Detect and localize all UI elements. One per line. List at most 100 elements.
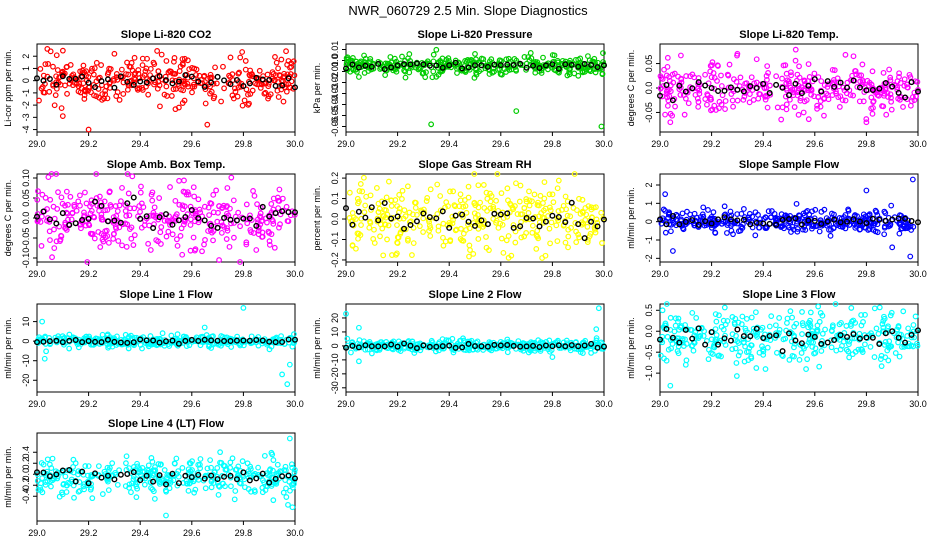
- reference-point: [394, 62, 401, 69]
- data-point: [283, 48, 289, 55]
- reference-point: [104, 76, 111, 83]
- data-point: [668, 345, 674, 352]
- data-point: [882, 210, 889, 216]
- data-point: [763, 73, 770, 79]
- reference-point: [689, 217, 696, 224]
- data-point: [483, 189, 490, 196]
- data-point: [803, 209, 809, 216]
- reference-point: [831, 83, 838, 90]
- reference-point: [104, 218, 111, 225]
- reference-point: [46, 473, 53, 480]
- outlier-point: [240, 305, 247, 311]
- y-tick-label: 0.0: [21, 212, 31, 225]
- y-tick-label: 0.4: [21, 446, 31, 459]
- reference-point: [863, 87, 870, 94]
- x-tick-label: 29.6: [183, 139, 201, 149]
- data-point: [741, 214, 748, 220]
- data-point: [259, 484, 266, 491]
- outlier-point: [289, 504, 296, 511]
- data-point: [705, 207, 711, 213]
- data-point: [46, 88, 53, 95]
- data-point: [591, 55, 598, 62]
- data-point: [172, 70, 179, 77]
- reference-point: [549, 343, 556, 350]
- data-point: [435, 223, 442, 230]
- data-point: [664, 333, 671, 340]
- reference-point: [188, 474, 195, 481]
- data-point: [512, 239, 519, 246]
- data-point: [243, 201, 250, 208]
- data-point: [776, 326, 783, 333]
- data-point: [91, 92, 97, 99]
- data-point: [115, 238, 122, 244]
- data-point: [745, 214, 752, 221]
- y-tick-label: -0.02: [330, 72, 340, 93]
- panel-3: Slope Li-820 Temp.degrees C per min. -0.0…: [626, 29, 927, 149]
- data-point: [147, 479, 154, 486]
- reference-point: [175, 480, 182, 487]
- data-point: [174, 242, 181, 249]
- data-point: [102, 88, 109, 94]
- outlier-point: [59, 113, 66, 120]
- data-point: [65, 479, 72, 486]
- data-point: [423, 198, 430, 204]
- reference-point: [811, 76, 818, 83]
- data-point: [912, 313, 919, 320]
- reference-point: [753, 85, 760, 92]
- reference-point: [766, 332, 773, 339]
- reference-point: [805, 217, 812, 224]
- data-point: [693, 314, 700, 321]
- data-point: [812, 345, 819, 352]
- data-point: [793, 77, 800, 84]
- panel-title: Slope Amb. Box Temp.: [107, 159, 226, 171]
- data-point: [477, 199, 484, 206]
- data-point: [858, 72, 865, 79]
- data-point: [871, 354, 878, 360]
- reference-point: [889, 216, 896, 223]
- data-point: [89, 495, 96, 502]
- reference-point: [715, 216, 722, 223]
- data-point: [902, 225, 909, 232]
- data-point: [752, 209, 759, 216]
- data-point: [406, 69, 413, 76]
- outlier-point: [111, 50, 118, 57]
- data-point: [885, 323, 891, 330]
- data-point: [727, 208, 734, 215]
- data-point: [276, 186, 283, 193]
- data-point: [809, 223, 815, 229]
- data-point: [787, 96, 793, 103]
- data-point: [89, 230, 96, 237]
- data-point: [659, 76, 666, 82]
- x-tick-label: 29.2: [80, 139, 98, 149]
- data-point: [598, 209, 605, 216]
- data-point: [158, 224, 165, 230]
- reference-point: [459, 344, 466, 351]
- data-point: [382, 72, 389, 78]
- data-point: [241, 97, 248, 104]
- data-point: [575, 72, 582, 79]
- panel-4: Slope Amb. Box Temp.degrees C per min.-0…: [3, 159, 304, 279]
- data-point: [85, 463, 92, 470]
- y-tick-label: -20: [330, 367, 340, 380]
- data-point: [79, 69, 86, 76]
- reference-point: [792, 337, 799, 344]
- reference-point: [150, 337, 157, 344]
- data-point: [535, 235, 542, 242]
- data-point: [37, 487, 44, 493]
- data-point: [184, 480, 191, 487]
- data-point: [383, 207, 389, 214]
- reference-point: [401, 61, 408, 68]
- data-point: [675, 350, 682, 357]
- data-point: [498, 190, 505, 197]
- reference-point: [766, 90, 773, 97]
- data-point: [235, 463, 242, 470]
- data-point: [505, 197, 511, 204]
- data-point: [876, 304, 883, 311]
- reference-point: [362, 342, 369, 349]
- data-point: [163, 488, 170, 495]
- data-point: [671, 70, 678, 77]
- x-tick-label: 29.8: [544, 139, 562, 149]
- reference-point: [663, 81, 670, 88]
- data-point: [149, 486, 156, 493]
